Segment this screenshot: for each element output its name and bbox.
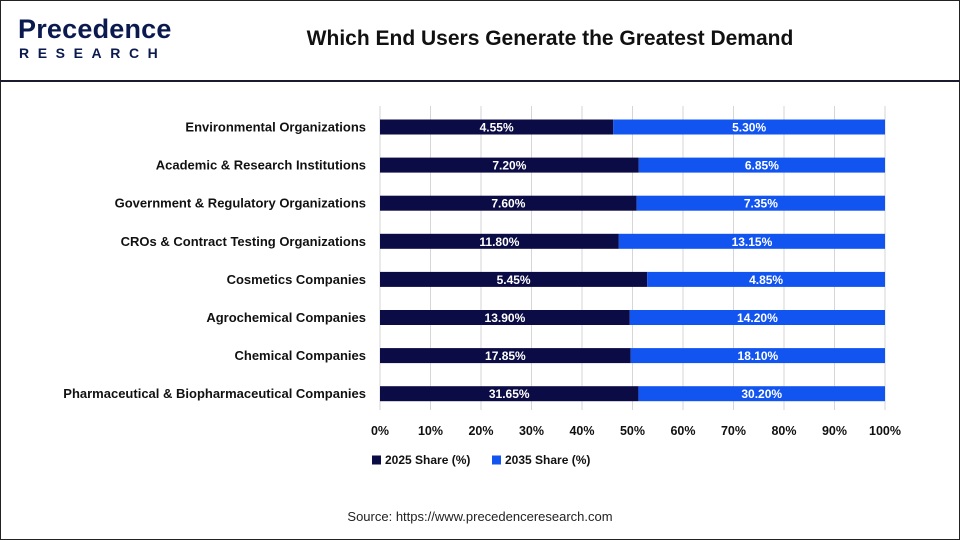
header: Precedence RESEARCH Which End Users Gene… [0,0,960,82]
data-label: 7.20% [492,159,526,173]
x-tick-label: 0% [371,424,389,438]
data-label: 13.90% [485,311,526,325]
bar-2035-share [636,195,885,211]
category-label: Chemical Companies [235,348,367,363]
bar-2035-share [630,348,885,364]
x-tick-label: 40% [569,424,594,438]
bar-2025-share [380,195,637,211]
bar-2035-share [638,157,885,173]
data-label: 30.20% [741,387,782,401]
data-label: 4.55% [480,121,514,135]
bar-2025-share [380,310,630,325]
data-label: 7.35% [744,197,778,211]
x-tick-label: 10% [418,424,443,438]
data-label: 14.20% [737,311,778,325]
data-label: 18.10% [738,349,779,363]
logo-wordmark: Precedence [18,14,172,44]
bar-2025-share [380,271,648,287]
legend-label: 2035 Share (%) [505,453,590,467]
category-label: Pharmaceutical & Biopharmaceutical Compa… [63,386,366,401]
x-tick-label: 80% [771,424,796,438]
source-note: Source: https://www.precedenceresearch.c… [347,509,613,524]
legend-swatch [372,455,381,465]
x-tick-label: 70% [721,424,746,438]
data-label: 5.30% [732,121,766,135]
x-tick-label: 60% [670,424,695,438]
data-label: 4.85% [749,273,783,287]
x-tick-label: 30% [519,424,544,438]
data-label: 11.80% [479,235,519,249]
data-label: 6.85% [745,159,779,173]
x-tick-label: 50% [620,424,645,438]
bar-2035-share [629,310,885,325]
bar-2025-share [380,386,639,402]
chart-title: Which End Users Generate the Greatest De… [306,27,794,50]
category-label: Academic & Research Institutions [156,158,366,173]
legend-label: 2025 Share (%) [385,453,470,467]
x-tick-label: 20% [468,424,493,438]
x-tick-label: 90% [822,424,847,438]
legend-swatch [492,455,501,465]
bar-2035-share [638,386,885,402]
precedence-research-logo: Precedence RESEARCH [18,14,171,64]
data-label: 17.85% [485,349,526,363]
data-label: 7.60% [491,197,525,211]
bar-2035-share [647,271,885,287]
x-tick-label: 100% [869,424,901,438]
bar-2025-share [380,233,619,249]
bar-2025-share [380,348,631,364]
bar-2025-share [380,157,639,173]
category-label: Agrochemical Companies [206,310,366,325]
category-label: Environmental Organizations [185,120,366,135]
bar-2025-share [380,119,614,135]
bar-2035-share [613,119,885,135]
logo-subtitle: RESEARCH [19,45,167,61]
data-label: 13.15% [732,235,773,249]
category-label: Government & Regulatory Organizations [115,196,366,211]
category-label: Cosmetics Companies [227,272,366,287]
data-label: 31.65% [489,387,530,401]
data-label: 5.45% [497,273,531,287]
category-label: CROs & Contract Testing Organizations [121,234,366,249]
bar-2035-share [618,233,885,249]
stacked-bar-chart: Environmental Organizations 4.55% 5.30% Aca… [63,106,901,467]
